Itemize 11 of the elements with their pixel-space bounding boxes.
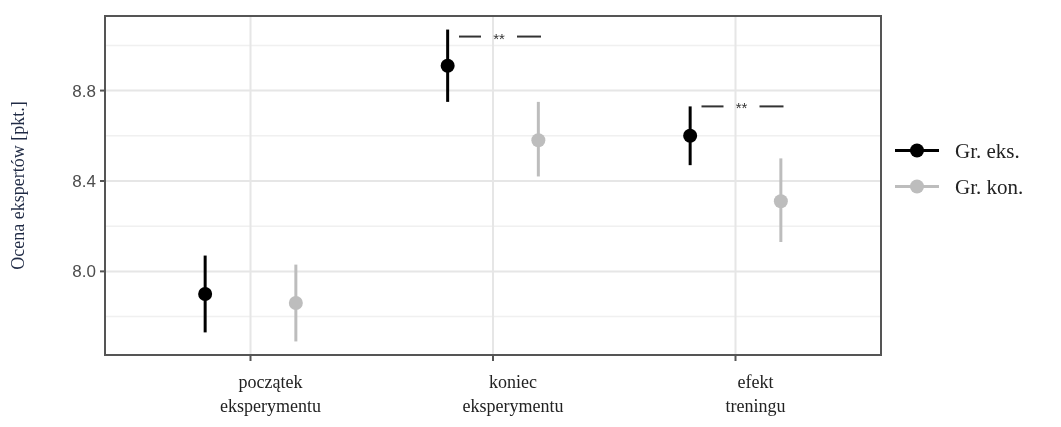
x-tick-label: koniec eksperymentu — [462, 372, 564, 416]
y-tick-label: 8.4 — [72, 171, 96, 191]
annotation: ** — [735, 99, 748, 117]
y-tick-label: 8.0 — [72, 262, 96, 282]
legend-label: Gr. kon. — [955, 174, 1024, 199]
x-tick-label: efekt treningu — [725, 372, 786, 416]
y-axis-title: Ocena ekspertów [pkt.] — [8, 101, 28, 270]
y-tick-label: 8.8 — [72, 81, 96, 101]
x-tick-label: początek eksperymentu — [220, 372, 321, 416]
annotation: ** — [493, 29, 505, 47]
legend-label: Gr. eks. — [955, 138, 1020, 163]
